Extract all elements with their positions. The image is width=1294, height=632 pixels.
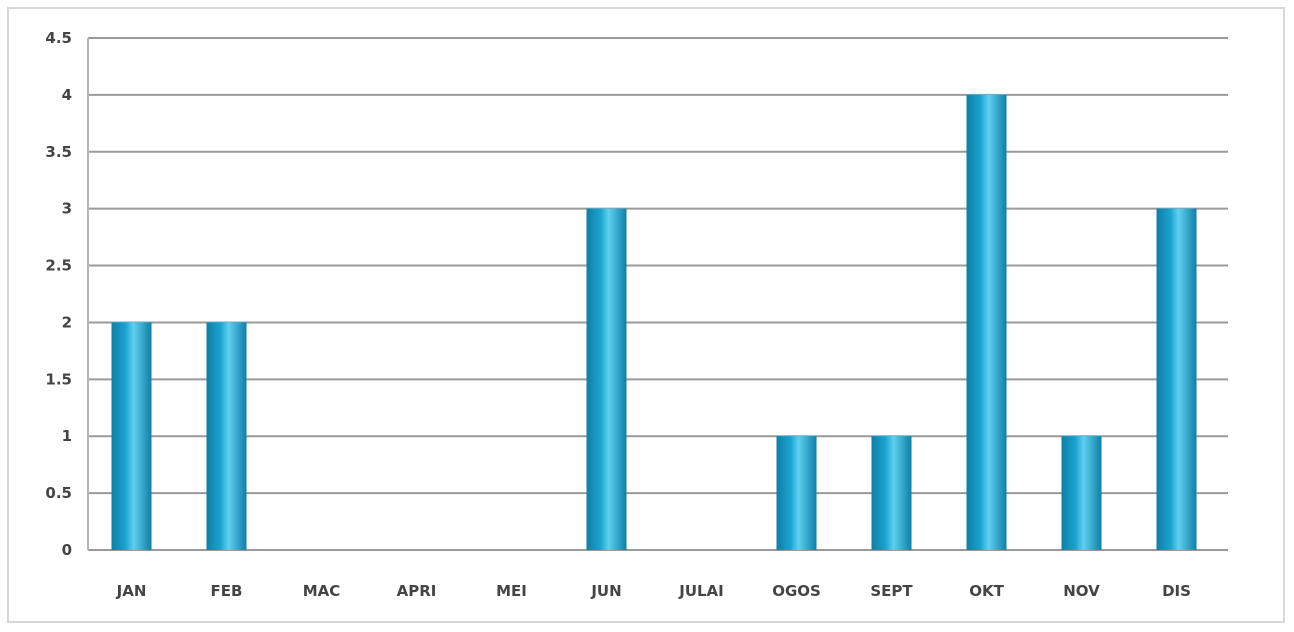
bar-feb (206, 322, 247, 550)
x-tick-label: MAC (303, 582, 341, 600)
x-tick-label: JAN (116, 582, 147, 600)
bars (111, 94, 1197, 550)
bar-jan (111, 322, 152, 550)
x-axis-labels: JAN FEB MAC APRI MEI JUN JULAI OGOS SEPT OKT NOV DI… (116, 582, 1191, 600)
gridlines (88, 37, 1228, 551)
bar-ogos (776, 436, 817, 550)
bar-sept (871, 436, 912, 550)
x-tick-label: MEI (496, 582, 527, 600)
y-tick-label: 2 (62, 313, 72, 331)
bar-dis (1156, 208, 1197, 550)
y-axis-ticks: 0 0.5 1 1.5 2 2.5 3 3.5 4 4.5 (45, 29, 72, 559)
x-tick-label: SEPT (870, 582, 913, 600)
bar-okt (966, 94, 1007, 550)
x-tick-label: DIS (1162, 582, 1191, 600)
x-tick-label: OGOS (772, 582, 821, 600)
y-tick-label: 2.5 (45, 257, 72, 275)
y-tick-label: 1.5 (45, 370, 72, 388)
x-tick-label: APRI (397, 582, 437, 600)
y-tick-label: 0 (62, 541, 72, 559)
x-tick-label: FEB (211, 582, 243, 600)
y-tick-label: 1 (62, 427, 72, 445)
x-tick-label: OKT (969, 582, 1004, 600)
y-tick-label: 0.5 (45, 484, 72, 502)
y-tick-label: 3.5 (45, 143, 72, 161)
y-tick-label: 4.5 (45, 29, 72, 47)
x-tick-label: NOV (1063, 582, 1100, 600)
bar-nov (1061, 436, 1102, 550)
bar-jun (586, 208, 627, 550)
x-tick-label: JULAI (678, 582, 724, 600)
x-tick-label: JUN (590, 582, 621, 600)
y-tick-label: 4 (62, 86, 72, 104)
y-tick-label: 3 (62, 200, 72, 218)
